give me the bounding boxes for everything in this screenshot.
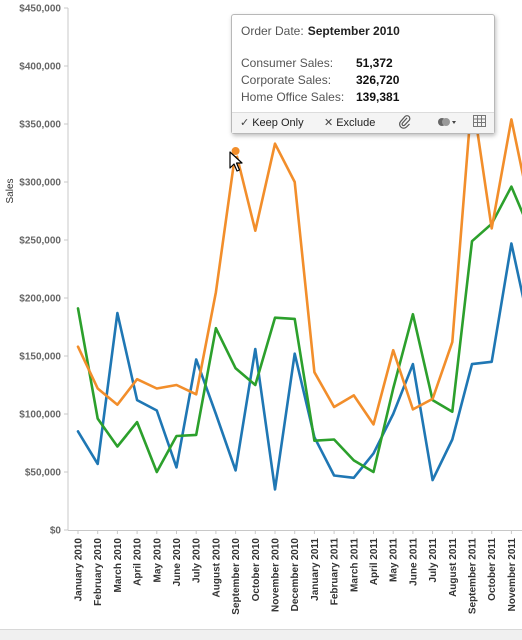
y-tick-label: $150,000	[19, 352, 61, 363]
tooltip: Order Date: September 2010 Consumer Sales…	[231, 14, 495, 134]
x-tick-label: January 2011	[310, 538, 321, 601]
x-tick-label: August 2011	[448, 538, 459, 597]
close-icon: ✕	[324, 117, 334, 129]
x-tick-label: October 2011	[487, 538, 498, 601]
x-tick-label: June 2011	[408, 538, 419, 586]
y-tick-label: $300,000	[19, 178, 61, 189]
x-tick-label: November 2010	[271, 538, 282, 612]
x-tick-label: July 2010	[192, 538, 203, 583]
group-members-icon[interactable]	[437, 115, 459, 132]
x-tick-label: June 2010	[172, 538, 183, 587]
y-tick-label: $200,000	[19, 294, 61, 305]
highlighted-data-point[interactable]	[230, 146, 241, 157]
keep-only-label: Keep Only	[252, 117, 304, 129]
keep-only-button[interactable]: ✓ Keep Only	[240, 116, 304, 129]
tooltip-header-label: Order Date:	[241, 24, 304, 38]
mouse-pointer-icon	[229, 151, 243, 172]
x-tick-label: November 2011	[507, 538, 518, 612]
x-tick-label: July 2011	[428, 538, 439, 583]
x-tick-label: September 2010	[231, 538, 242, 615]
tooltip-action-bar: ✓ Keep Only ✕ Exclude	[232, 112, 494, 133]
x-tick-label: March 2011	[349, 538, 360, 592]
x-tick-label: February 2011	[330, 538, 341, 606]
x-tick-label: May 2011	[389, 538, 400, 582]
x-tick-label: April 2011	[369, 538, 380, 586]
tooltip-row-label: Consumer Sales:	[241, 56, 334, 70]
check-icon: ✓	[240, 117, 250, 129]
tooltip-row-corporate: Corporate Sales: 326,720	[241, 73, 399, 87]
series-layer	[76, 93, 522, 491]
y-tick-label: $400,000	[19, 62, 61, 73]
tooltip-row-home-office: Home Office Sales: 139,381	[241, 90, 399, 104]
tooltip-row-label: Home Office Sales:	[241, 90, 345, 104]
x-tick-label: February 2010	[93, 538, 104, 606]
x-tick-label: December 2010	[290, 538, 301, 612]
bottom-scrollbar[interactable]	[0, 629, 522, 640]
x-tick-label: August 2010	[211, 538, 222, 598]
y-tick-label: $100,000	[19, 410, 61, 421]
x-tick-label: April 2010	[133, 538, 144, 586]
tooltip-row-value: 326,720	[356, 73, 400, 87]
tooltip-row-value: 51,372	[356, 56, 393, 70]
y-tick-label: $350,000	[19, 120, 61, 131]
y-tick-label: $50,000	[25, 468, 62, 479]
paperclip-icon[interactable]	[399, 115, 411, 132]
tooltip-row-consumer: Consumer Sales: 51,372	[241, 56, 393, 70]
exclude-button[interactable]: ✕ Exclude	[324, 116, 375, 129]
tooltip-row-value: 139,381	[356, 90, 400, 104]
series-line[interactable]	[76, 185, 522, 474]
y-tick-label: $0	[50, 526, 62, 537]
tooltip-row-label: Corporate Sales:	[241, 73, 332, 87]
series-line[interactable]	[76, 93, 522, 426]
y-axis-title: Sales	[5, 178, 16, 203]
x-tick-label: September 2011	[468, 538, 479, 615]
y-tick-label: $450,000	[19, 4, 61, 15]
x-tick-label: January 2010	[74, 538, 85, 602]
x-tick-label: March 2010	[113, 538, 124, 593]
x-tick-label: May 2010	[152, 538, 163, 583]
chart-axes: $0 $50,000 $100,000 $150,000 $200,000 $250,00…	[19, 4, 522, 615]
exclude-label: Exclude	[336, 117, 376, 129]
series-line[interactable]	[76, 242, 522, 491]
tooltip-header-value: September 2010	[307, 24, 400, 38]
view-data-icon[interactable]	[473, 115, 486, 130]
y-tick-label: $250,000	[19, 236, 61, 247]
x-tick-label: October 2010	[251, 538, 262, 602]
tooltip-header: Order Date: September 2010	[241, 24, 400, 38]
